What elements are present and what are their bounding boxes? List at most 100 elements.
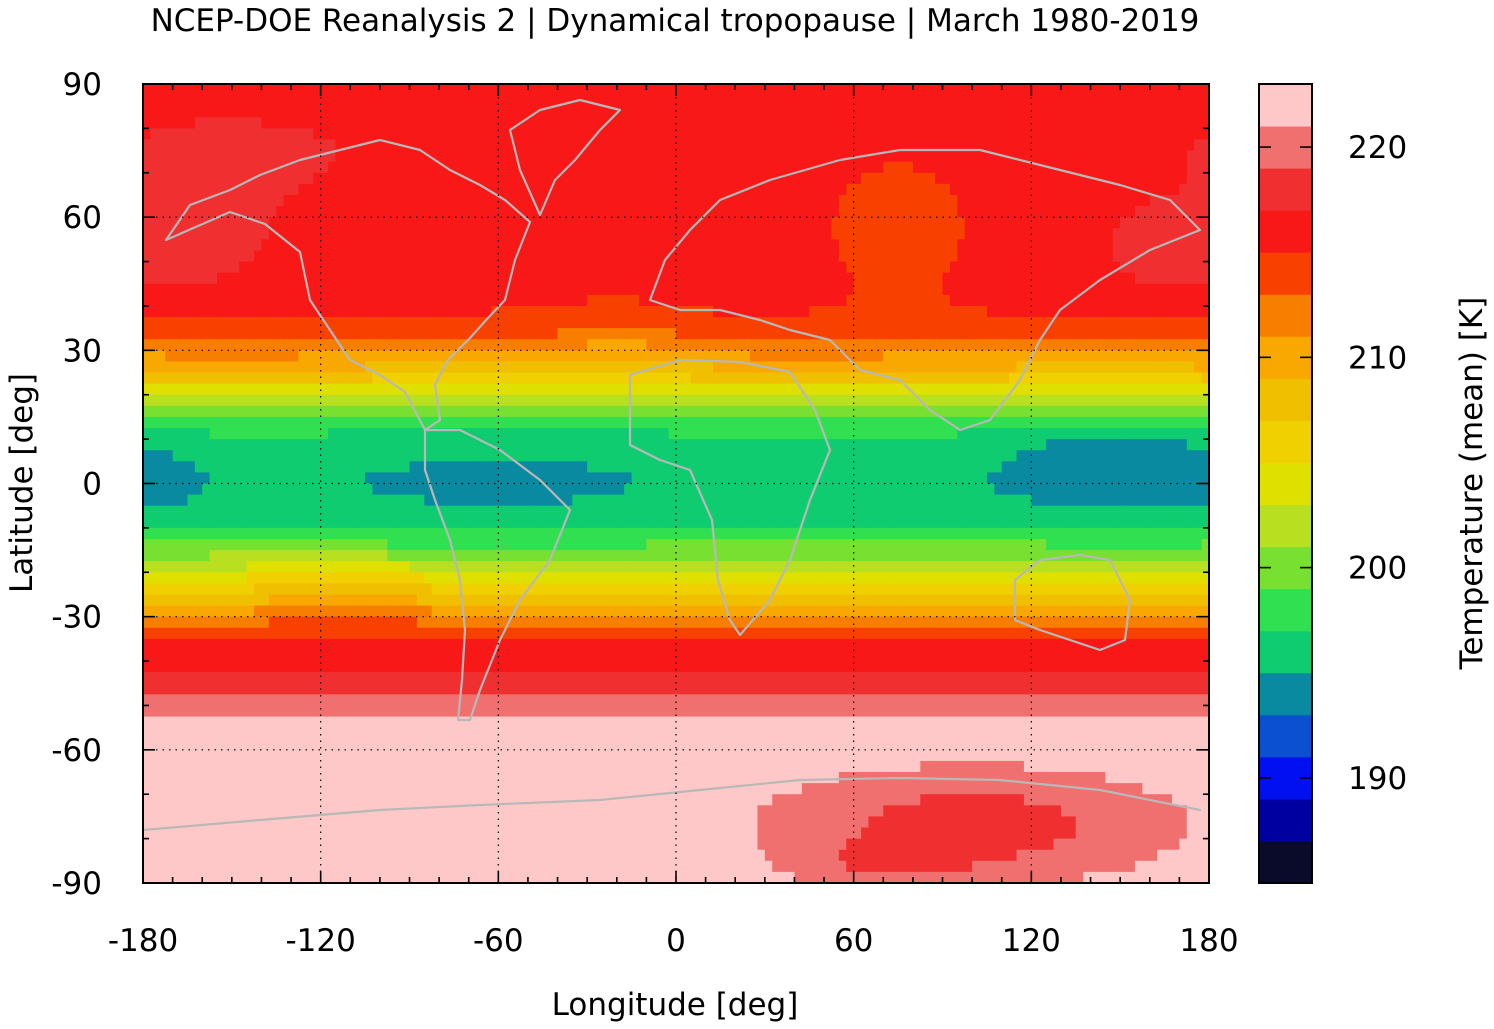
heatmap-cell (1031, 283, 1040, 296)
heatmap-cell (1127, 106, 1136, 118)
heatmap-cell (676, 428, 685, 440)
heatmap-cell (638, 150, 647, 163)
heatmap-cell (350, 461, 359, 474)
heatmap-cell (713, 294, 722, 307)
heatmap-cell (298, 117, 307, 129)
heatmap-cell (157, 416, 166, 429)
heatmap-cell (1134, 450, 1143, 462)
heatmap-cell (527, 383, 536, 396)
heatmap-cell (476, 350, 485, 363)
heatmap-cell (912, 206, 921, 218)
heatmap-cell (150, 206, 159, 218)
heatmap-cell (283, 350, 292, 363)
heatmap-cell (261, 150, 270, 163)
heatmap-cell (838, 283, 847, 296)
heatmap-cell (653, 172, 662, 185)
heatmap-cell (261, 405, 270, 418)
heatmap-cell (335, 439, 344, 451)
heatmap-cell (1016, 416, 1025, 429)
heatmap-cell (994, 150, 1003, 163)
heatmap-cell (809, 394, 818, 407)
heatmap-cell (920, 183, 929, 196)
heatmap-cell (557, 183, 566, 196)
heatmap-cell (646, 84, 655, 96)
heatmap-cell (1201, 261, 1210, 274)
heatmap-cell (572, 283, 581, 296)
heatmap-cell (1068, 361, 1077, 374)
heatmap-cell (1016, 383, 1025, 396)
heatmap-cell (305, 239, 314, 252)
heatmap-cell (564, 361, 573, 374)
heatmap-cell (735, 383, 744, 396)
heatmap-cell (1009, 394, 1018, 407)
heatmap-cell (239, 183, 248, 196)
heatmap-cell (231, 317, 240, 329)
heatmap-cell (1031, 172, 1040, 185)
heatmap-cell (217, 361, 226, 374)
heatmap-cell (394, 250, 403, 263)
heatmap-cell (705, 361, 714, 374)
heatmap-cell (757, 272, 766, 285)
heatmap-cell (446, 439, 455, 451)
heatmap-cell (513, 294, 522, 307)
heatmap-cell (187, 272, 196, 285)
heatmap-cell (268, 450, 277, 462)
heatmap-cell (268, 305, 277, 318)
heatmap-cell (424, 272, 433, 285)
heatmap-cell (794, 428, 803, 440)
heatmap-cell (979, 394, 988, 407)
heatmap-cell (942, 450, 951, 462)
heatmap-cell (809, 383, 818, 396)
heatmap-cell (883, 194, 892, 207)
heatmap-cell (957, 416, 966, 429)
heatmap-cell (1060, 239, 1069, 252)
heatmap-cell (986, 428, 995, 440)
heatmap-cell (350, 194, 359, 207)
heatmap-cell (402, 128, 411, 141)
heatmap-cell (1171, 117, 1180, 129)
heatmap-cell (631, 450, 640, 462)
heatmap-cell (276, 394, 285, 407)
heatmap-cell (143, 439, 152, 451)
heatmap-cell (350, 372, 359, 385)
heatmap-cell (875, 305, 884, 318)
heatmap-cell (935, 117, 944, 129)
heatmap-cell (320, 161, 329, 174)
heatmap-cell (209, 139, 218, 152)
heatmap-cell (787, 172, 796, 185)
heatmap-cell (1149, 428, 1158, 440)
heatmap-cell (224, 439, 233, 451)
heatmap-cell (1134, 383, 1143, 396)
heatmap-cell (676, 239, 685, 252)
heatmap-cell (1031, 328, 1040, 340)
heatmap-cell (564, 317, 573, 329)
heatmap-cell (143, 416, 152, 429)
heatmap-cell (446, 405, 455, 418)
heatmap-cell (387, 117, 396, 129)
heatmap-cell (461, 372, 470, 385)
heatmap-cell (165, 294, 174, 307)
heatmap-cell (1120, 239, 1129, 252)
heatmap-cell (624, 172, 633, 185)
heatmap-cell (542, 394, 551, 407)
heatmap-cell (505, 405, 514, 418)
heatmap-cell (328, 461, 337, 474)
heatmap-cell (498, 239, 507, 252)
heatmap-cell (1157, 428, 1166, 440)
heatmap-cell (1083, 217, 1092, 229)
heatmap-cell (594, 250, 603, 263)
heatmap-cell (594, 194, 603, 207)
heatmap-cell (587, 317, 596, 329)
heatmap-cell (424, 428, 433, 440)
heatmap-cell (564, 350, 573, 363)
heatmap-cell (283, 139, 292, 152)
heatmap-cell (764, 350, 773, 363)
heatmap-cell (1046, 383, 1055, 396)
heatmap-cell (964, 372, 973, 385)
heatmap-cell (705, 239, 714, 252)
heatmap-cell (542, 183, 551, 196)
heatmap-cell (498, 106, 507, 118)
heatmap-cell (172, 383, 181, 396)
heatmap-cell (801, 294, 810, 307)
heatmap-cell (283, 461, 292, 474)
